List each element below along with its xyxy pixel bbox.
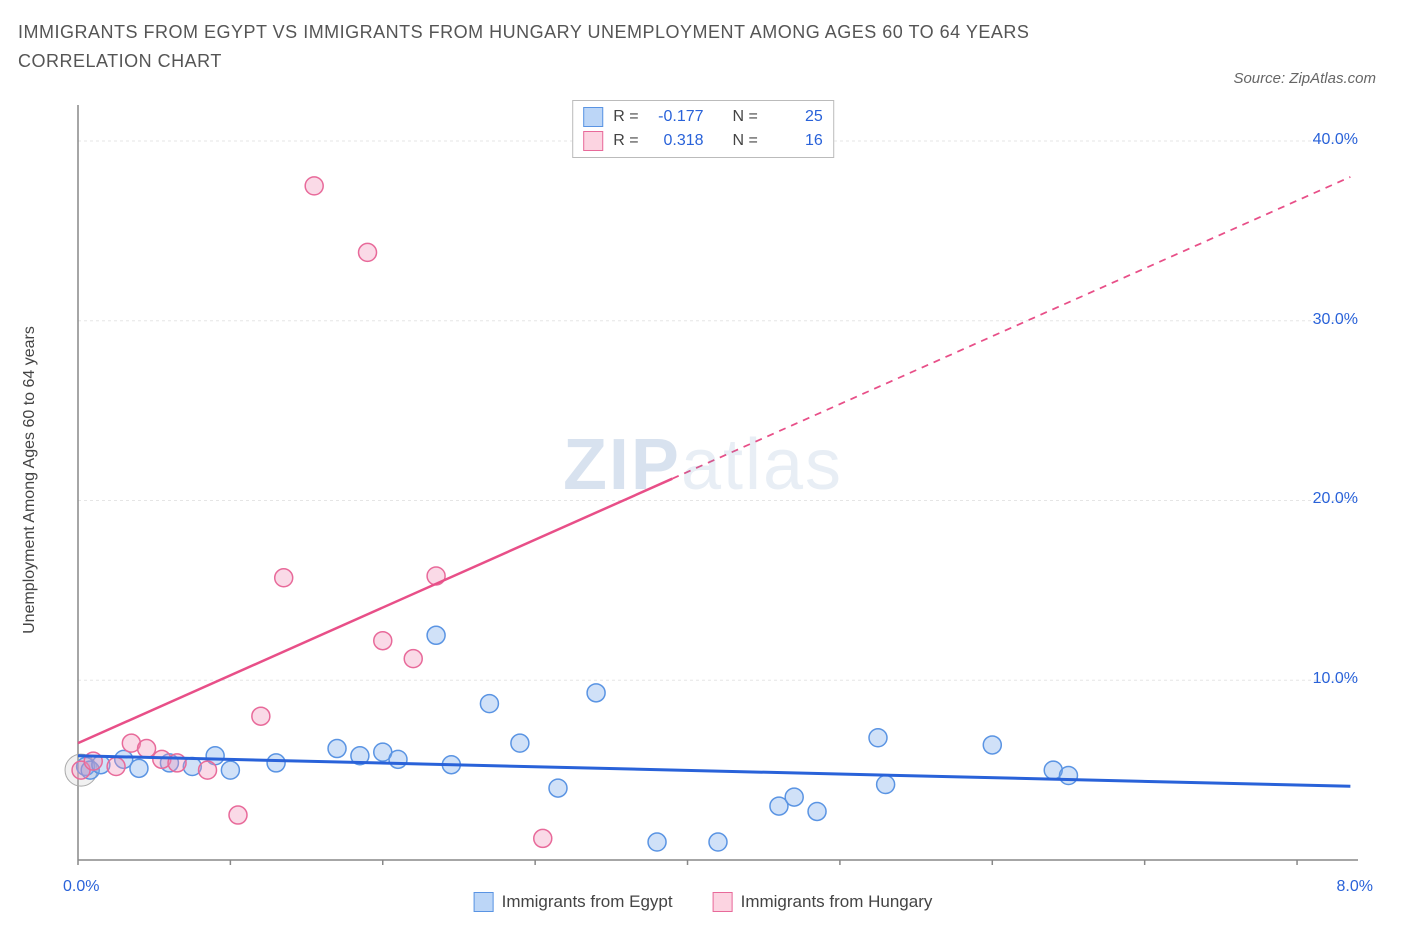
legend-label: Immigrants from Egypt [502,892,673,912]
y-axis-label: Unemployment Among Ages 60 to 64 years [21,326,39,634]
y-tick-label: 30.0% [1313,311,1358,329]
series-legend: Immigrants from Egypt Immigrants from Hun… [474,892,933,912]
n-label: N = [732,108,757,126]
x-tick-label: 8.0% [1337,878,1373,896]
n-label: N = [732,132,757,150]
scatter-chart [58,105,1378,865]
r-label: R = [613,108,638,126]
chart-title: IMMIGRANTS FROM EGYPT VS IMMIGRANTS FROM… [18,18,1118,76]
y-tick-label: 40.0% [1313,131,1358,149]
legend-swatch [474,892,494,912]
r-value: -0.177 [649,108,704,126]
n-value: 25 [768,108,823,126]
stats-legend-row: R = -0.177 N = 25 [583,105,823,129]
legend-swatch [583,107,603,127]
legend-item: Immigrants from Egypt [474,892,673,912]
n-value: 16 [768,132,823,150]
y-tick-label: 20.0% [1313,490,1358,508]
y-tick-label: 10.0% [1313,670,1358,688]
legend-label: Immigrants from Hungary [741,892,933,912]
x-tick-label: 0.0% [63,878,99,896]
r-label: R = [613,132,638,150]
stats-legend-row: R = 0.318 N = 16 [583,129,823,153]
legend-item: Immigrants from Hungary [713,892,933,912]
chart-area: 0.0%8.0%10.0%20.0%30.0%40.0% [58,105,1378,865]
legend-swatch [713,892,733,912]
legend-swatch [583,131,603,151]
stats-legend: R = -0.177 N = 25 R = 0.318 N = 16 [572,100,834,158]
source-label: Source: ZipAtlas.com [1233,70,1376,87]
r-value: 0.318 [649,132,704,150]
